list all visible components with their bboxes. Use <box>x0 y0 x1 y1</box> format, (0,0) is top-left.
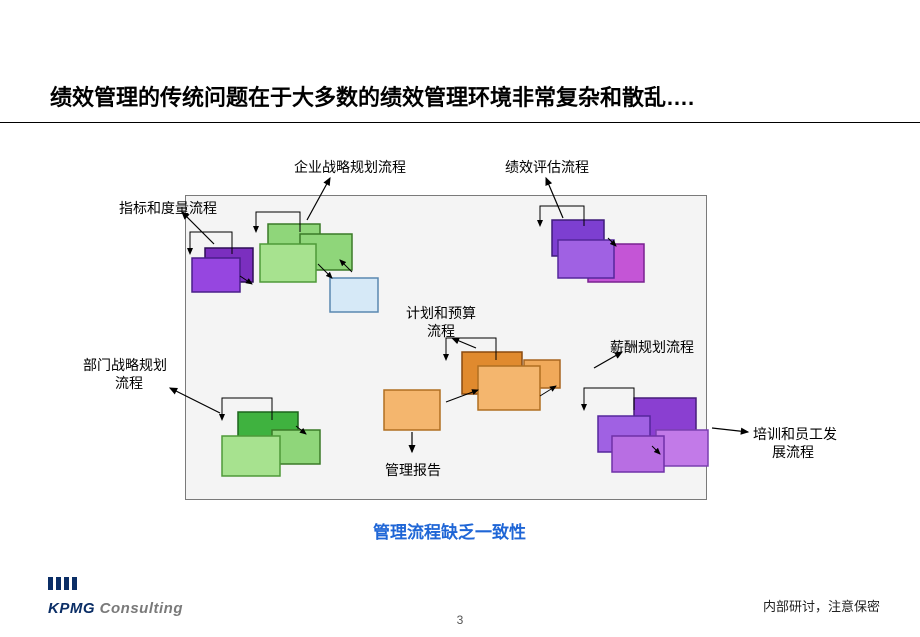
label-perfeval: 绩效评估流程 <box>505 157 589 177</box>
label-dept1: 部门战略规划 <box>83 355 167 375</box>
footer-logo: KPMG Consulting <box>48 600 183 617</box>
title-rule <box>0 122 920 123</box>
label-comp: 薪酬规划流程 <box>610 337 694 357</box>
confidential-note: 内部研讨，注意保密 <box>763 596 880 615</box>
label-plan1: 计划和预算 <box>406 303 476 323</box>
slide-title: 绩效管理的传统问题在于大多数的绩效管理环境非常复杂和散乱…. <box>50 80 694 112</box>
diagram-caption: 管理流程缺乏一致性 <box>373 518 526 543</box>
label-plan2: 流程 <box>427 321 455 341</box>
label-corpstrat: 企业战略规划流程 <box>294 157 406 177</box>
label-train2: 展流程 <box>772 442 814 462</box>
label-mgmt: 管理报告 <box>385 460 441 480</box>
logo-consulting: Consulting <box>95 600 183 617</box>
label-dept2: 流程 <box>115 373 143 393</box>
label-train1: 培训和员工发 <box>753 424 837 444</box>
logo-kpmg: KPMG <box>48 600 95 617</box>
page-number: 3 <box>457 613 464 627</box>
logo-bars <box>48 577 80 595</box>
label-metrics: 指标和度量流程 <box>119 198 217 218</box>
